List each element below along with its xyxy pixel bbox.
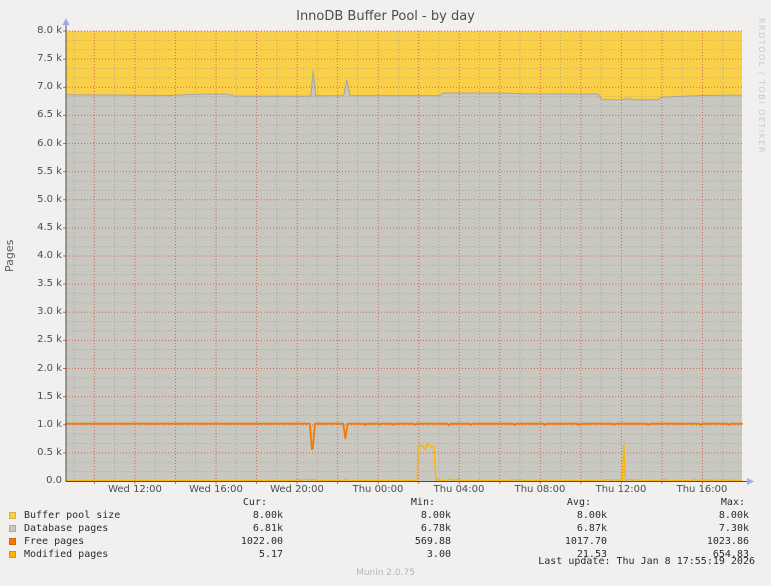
x-tick-label: Wed 16:00	[189, 484, 243, 495]
legend-label: Modified pages	[24, 549, 109, 560]
legend-value-max: 1023.86	[706, 536, 749, 547]
series-area-database-pages	[66, 70, 742, 482]
x-tick-label: Wed 12:00	[108, 484, 162, 495]
y-tick-label: 7.5 k	[37, 53, 62, 64]
y-tick-label: 1.0 k	[37, 419, 62, 430]
legend-swatch	[9, 551, 16, 558]
x-tick-label: Thu 00:00	[352, 484, 404, 495]
legend-value-max: 8.00k	[718, 510, 749, 521]
series-line-modified-pages	[65, 443, 743, 482]
legend-header-avg: Avg:	[566, 497, 591, 508]
legend-value-cur: 8.00k	[252, 510, 283, 521]
legend-label: Buffer pool size	[24, 510, 121, 521]
y-tick-label: 5.0 k	[37, 194, 62, 205]
series-line-free-pages	[65, 422, 743, 450]
legend-value-cur: 1022.00	[240, 536, 283, 547]
x-tick-label: Wed 20:00	[270, 484, 324, 495]
y-tick-label: 2.5 k	[37, 334, 62, 345]
y-tick-label: 6.5 k	[37, 109, 62, 120]
y-tick-label: 5.5 k	[37, 166, 62, 177]
legend-swatch	[9, 538, 16, 545]
y-tick-label: 4.5 k	[37, 222, 62, 233]
y-tick-label: 3.0 k	[37, 306, 62, 317]
legend-row-free-pages: Free pages 1022.00 569.88 1017.70 1023.86	[0, 536, 771, 549]
legend-value-max: 7.30k	[718, 523, 749, 534]
legend-header-min: Min:	[410, 497, 435, 508]
y-tick-label: 1.5 k	[37, 391, 62, 402]
legend-value-min: 8.00k	[420, 510, 451, 521]
legend-value-cur: 5.17	[258, 549, 283, 560]
legend-value-max: 654.83	[712, 549, 749, 560]
y-tick-label: 4.0 k	[37, 250, 62, 261]
legend-header-cur: Cur:	[242, 497, 267, 508]
last-update: Last update: Thu Jan 8 17:55:19 2026	[538, 556, 755, 567]
legend-value-avg: 21.53	[576, 549, 607, 560]
y-tick-label: 2.0 k	[37, 363, 62, 374]
legend-label: Database pages	[24, 523, 109, 534]
legend-swatch	[9, 525, 16, 532]
y-tick-label: 0.5 k	[37, 447, 62, 458]
x-tick-label: Thu 12:00	[595, 484, 647, 495]
legend-row-buffer-pool-size: Buffer pool size 8.00k 8.00k 8.00k 8.00k	[0, 510, 771, 523]
legend-value-avg: 1017.70	[564, 536, 607, 547]
legend-row-modified-pages: Modified pages 5.17 3.00 21.53 654.83	[0, 549, 771, 562]
x-tick-label: Thu 08:00	[514, 484, 566, 495]
legend-value-avg: 8.00k	[576, 510, 607, 521]
legend-swatch	[9, 512, 16, 519]
legend-header-max: Max:	[720, 497, 745, 508]
legend-row-database-pages: Database pages 6.81k 6.78k 6.87k 7.30k	[0, 523, 771, 536]
legend-header-row: Cur: Min: Avg: Max:	[0, 497, 771, 510]
y-tick-label: 6.0 k	[37, 138, 62, 149]
chart-title: InnoDB Buffer Pool - by day	[296, 9, 475, 24]
y-tick-label: 3.5 k	[37, 278, 62, 289]
legend-value-cur: 6.81k	[252, 523, 283, 534]
legend-value-min: 3.00	[426, 549, 451, 560]
plot-area	[62, 18, 754, 485]
x-tick-label: Thu 16:00	[676, 484, 728, 495]
x-tick-label: Thu 04:00	[433, 484, 485, 495]
y-tick-label: 8.0 k	[37, 25, 62, 36]
legend-value-min: 569.88	[414, 536, 451, 547]
y-tick-label: 0.0	[46, 475, 62, 486]
rrdtool-watermark: RRDTOOL / TOBI OETIKER	[757, 18, 766, 155]
y-tick-label: 7.0 k	[37, 81, 62, 92]
legend-value-min: 6.78k	[420, 523, 451, 534]
munin-version: Munin 2.0.75	[356, 568, 415, 578]
legend-value-avg: 6.87k	[576, 523, 607, 534]
legend-label: Free pages	[24, 536, 85, 547]
